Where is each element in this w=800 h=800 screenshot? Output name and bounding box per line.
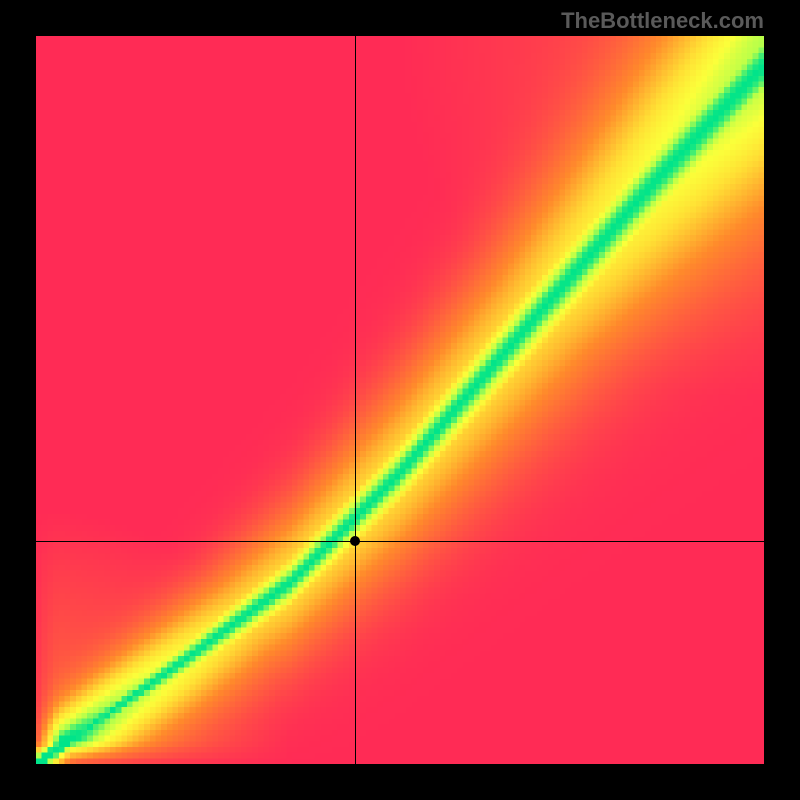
- heatmap-canvas: [36, 36, 764, 764]
- crosshair-vertical: [355, 36, 356, 764]
- crosshair-horizontal: [36, 541, 764, 542]
- crosshair-marker: [350, 536, 360, 546]
- chart-container: TheBottleneck.com: [0, 0, 800, 800]
- plot-area: [36, 36, 764, 764]
- watermark-text: TheBottleneck.com: [561, 8, 764, 34]
